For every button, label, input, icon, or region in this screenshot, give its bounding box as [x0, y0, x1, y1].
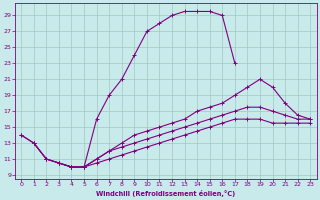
- X-axis label: Windchill (Refroidissement éolien,°C): Windchill (Refroidissement éolien,°C): [96, 190, 236, 197]
